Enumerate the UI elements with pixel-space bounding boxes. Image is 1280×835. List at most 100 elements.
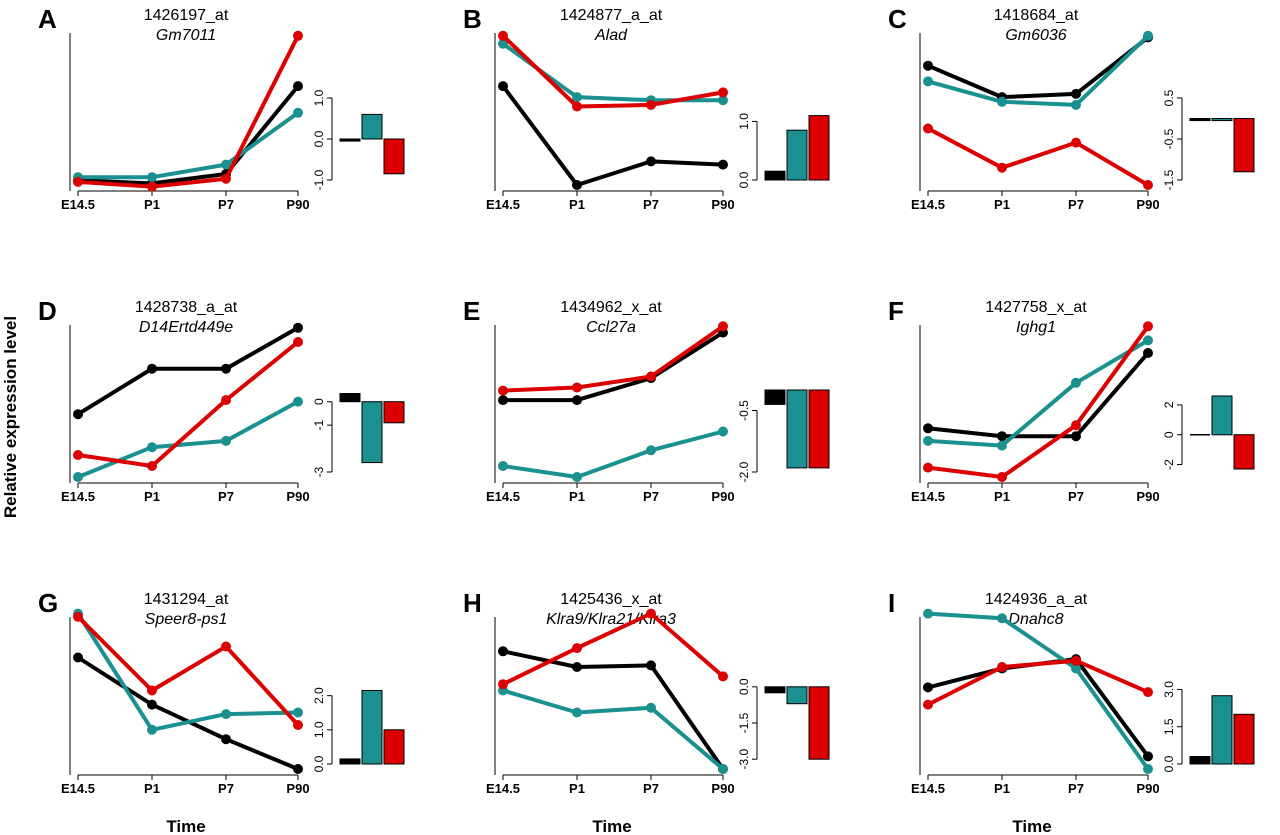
bar bbox=[383, 138, 405, 175]
bar bbox=[383, 401, 405, 424]
data-point bbox=[923, 60, 933, 71]
bar bbox=[1233, 118, 1255, 173]
data-point bbox=[1143, 180, 1153, 190]
gene-name: Dnahc8 bbox=[1008, 611, 1063, 628]
series-line bbox=[77, 399, 299, 479]
data-point bbox=[73, 176, 83, 187]
data-point bbox=[923, 76, 933, 87]
probe-id: 1427758_x_at bbox=[985, 299, 1087, 316]
data-point bbox=[498, 30, 508, 41]
series-line bbox=[76, 612, 299, 732]
x-tick-label: P90 bbox=[1136, 197, 1159, 212]
data-point bbox=[718, 321, 728, 332]
data-point bbox=[498, 385, 508, 396]
bar-tick-label: 2 bbox=[1162, 401, 1176, 408]
bar bbox=[339, 758, 361, 765]
series-line bbox=[927, 126, 1150, 187]
series-line bbox=[501, 84, 724, 187]
x-tick-label: E14.5 bbox=[61, 197, 95, 212]
data-point bbox=[293, 764, 303, 774]
series-line bbox=[77, 34, 300, 189]
data-point bbox=[997, 440, 1007, 451]
data-point bbox=[572, 662, 582, 672]
data-point bbox=[1071, 88, 1081, 99]
data-point bbox=[572, 180, 582, 190]
x-tick-label: P7 bbox=[218, 489, 234, 504]
data-point bbox=[147, 724, 157, 735]
data-point bbox=[498, 38, 508, 49]
x-tick-label: P1 bbox=[994, 781, 1010, 796]
series-line bbox=[503, 330, 725, 403]
data-point bbox=[923, 423, 933, 434]
data-point bbox=[293, 81, 303, 92]
series-line bbox=[927, 338, 1150, 448]
panel-letter: A bbox=[38, 4, 57, 34]
data-point bbox=[293, 107, 303, 118]
x-tick-label: P7 bbox=[218, 197, 234, 212]
gene-name: Gm6036 bbox=[1005, 27, 1066, 44]
series-line bbox=[502, 649, 725, 771]
bar-tick-label: -3 bbox=[312, 466, 326, 477]
data-point bbox=[293, 322, 303, 333]
data-point bbox=[147, 181, 157, 192]
x-tick-label: P90 bbox=[711, 197, 734, 212]
x-tick-label: E14.5 bbox=[911, 197, 945, 212]
data-point bbox=[221, 734, 231, 745]
series-line bbox=[76, 615, 300, 727]
panel-letter: C bbox=[888, 4, 907, 34]
gene-name: Gm7011 bbox=[156, 27, 216, 44]
bar-tick-label: 1.0 bbox=[312, 721, 326, 738]
data-point bbox=[923, 462, 933, 473]
bar bbox=[1233, 434, 1255, 470]
data-point bbox=[221, 159, 231, 170]
x-tick-label: E14.5 bbox=[486, 781, 520, 796]
bar bbox=[764, 389, 786, 405]
data-point bbox=[1143, 30, 1153, 41]
data-point bbox=[73, 409, 83, 420]
bar-tick-label: 0.0 bbox=[737, 678, 751, 695]
probe-id: 1418684_at bbox=[994, 7, 1079, 24]
series-line bbox=[927, 35, 1150, 100]
bar bbox=[361, 690, 383, 765]
series-line bbox=[77, 340, 300, 468]
data-point bbox=[1143, 764, 1153, 774]
data-point bbox=[572, 707, 582, 718]
bar-tick-label: -1.0 bbox=[312, 169, 326, 190]
series-line bbox=[927, 658, 1149, 707]
x-tick-label: P1 bbox=[994, 197, 1010, 212]
bar bbox=[1189, 756, 1211, 765]
gene-name: Alad bbox=[594, 27, 628, 44]
data-point bbox=[923, 682, 933, 693]
data-point bbox=[293, 30, 303, 41]
series-line bbox=[502, 688, 725, 771]
panel-c: C 1418684_at Gm6036 E14.5 P1 P7 P90 0.5 -0.5 -1.5 bbox=[888, 4, 1255, 212]
data-point bbox=[73, 652, 83, 663]
data-point bbox=[923, 123, 933, 134]
probe-id: 1434962_x_at bbox=[560, 299, 662, 316]
x-tick-label: P90 bbox=[286, 781, 309, 796]
data-point bbox=[147, 363, 157, 374]
data-point bbox=[646, 156, 656, 167]
data-point bbox=[718, 426, 728, 437]
probe-id: 1424877_a_at bbox=[560, 7, 663, 24]
probe-id: 1426197_at bbox=[144, 7, 229, 24]
x-tick-label: E14.5 bbox=[486, 489, 520, 504]
data-point bbox=[73, 611, 83, 622]
gene-name: Ighg1 bbox=[1016, 319, 1056, 336]
x-tick-label: P90 bbox=[1136, 781, 1159, 796]
series-line bbox=[501, 42, 723, 103]
data-point bbox=[997, 431, 1007, 442]
data-point bbox=[221, 395, 231, 406]
bar-tick-label: 0.5 bbox=[1162, 89, 1176, 106]
series-line bbox=[502, 429, 724, 479]
data-point bbox=[293, 707, 303, 718]
series-line bbox=[927, 34, 1150, 107]
bar-tick-label: 1.5 bbox=[1162, 718, 1176, 735]
x-tick-label: P7 bbox=[643, 781, 659, 796]
panel-letter: D bbox=[38, 296, 57, 326]
bar bbox=[808, 115, 830, 181]
bar bbox=[1189, 118, 1211, 122]
data-point bbox=[1143, 321, 1153, 332]
x-tick-label: P1 bbox=[569, 197, 585, 212]
data-point bbox=[73, 450, 83, 460]
